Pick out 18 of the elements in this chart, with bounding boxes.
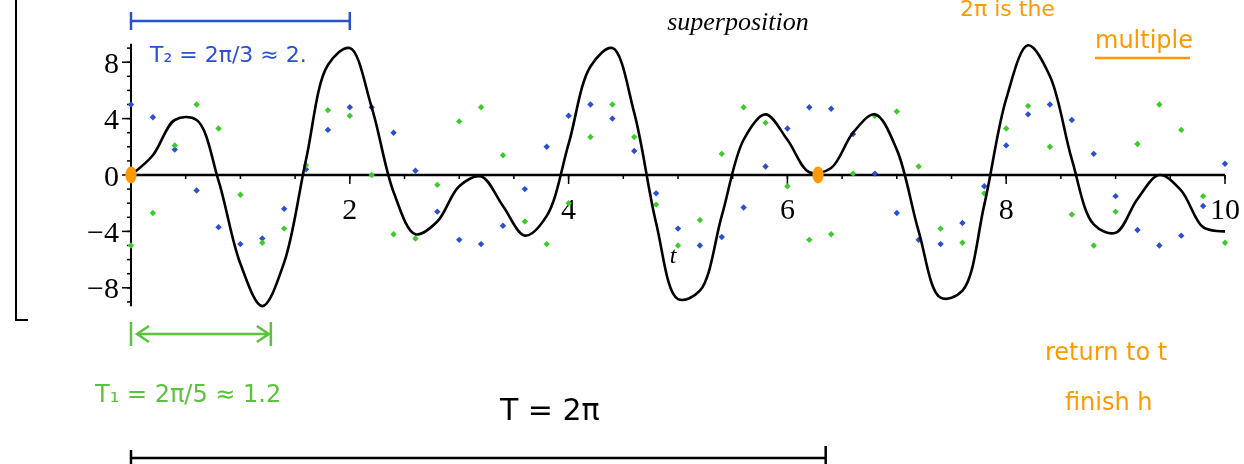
- x-tick-label: 2: [342, 192, 358, 225]
- x-tick-label: 8: [998, 192, 1014, 225]
- annotation: T₂ = 2π/3 ≈ 2.: [149, 42, 307, 67]
- y-tick-label: −8: [87, 271, 119, 305]
- y-tick-label: 0: [104, 158, 119, 192]
- text: T₁ = 2π/5 ≈ 1.2: [94, 380, 282, 408]
- y-tick-label: 8: [104, 45, 119, 79]
- y-tick-label: −4: [87, 214, 119, 248]
- text: return to t: [1045, 338, 1168, 366]
- text: 2π is the: [960, 0, 1055, 21]
- x-tick-label: 10: [1210, 192, 1240, 225]
- x-axis-title: t: [669, 242, 678, 268]
- chart-title: superposition: [667, 7, 809, 36]
- text: T = 2π: [499, 392, 600, 427]
- y-tick-label: 4: [104, 102, 119, 136]
- annotation: multiple: [1095, 26, 1194, 54]
- text: finish h: [1065, 388, 1153, 416]
- x-tick-label: 6: [779, 192, 795, 225]
